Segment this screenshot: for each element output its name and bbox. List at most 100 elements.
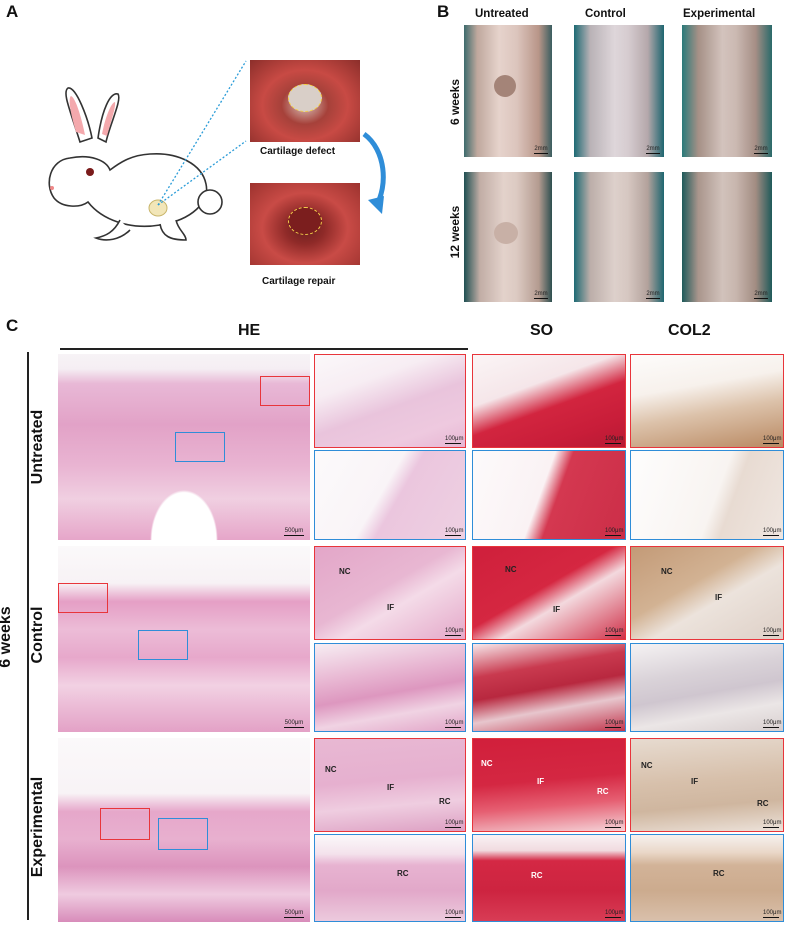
cartilage-repair-photo (250, 183, 360, 265)
label-rc: RC (397, 869, 409, 878)
he-red-untreated: 100μm (314, 354, 466, 448)
label-nc: NC (505, 565, 517, 574)
label-rc: RC (531, 871, 543, 880)
scale-bar: 100μm (763, 628, 781, 637)
scale-bar: 2mm (754, 291, 768, 300)
scale-bar: 100μm (605, 910, 623, 919)
scale-bar: 100μm (605, 436, 623, 445)
he-overview-untreated: 500μm (58, 354, 310, 540)
col2-red-experimental: NC IF RC 100μm (630, 738, 784, 832)
label-nc: NC (661, 567, 673, 576)
connector-lines (157, 60, 247, 206)
col2-blue-control: 100μm (630, 643, 784, 732)
he-overview-control: 500μm (58, 546, 310, 732)
label-nc: NC (325, 765, 337, 774)
b-col-control: Control (585, 8, 626, 20)
scale-bar: 100μm (605, 820, 623, 829)
panel-c-letter: C (6, 316, 19, 335)
label-rc: RC (713, 869, 725, 878)
scale-bar: 2mm (534, 291, 548, 300)
scale-bar: 2mm (646, 291, 660, 300)
header-so: SO (530, 322, 554, 339)
scale-bar: 100μm (763, 720, 781, 729)
b-photo-control-12w: 2mm (574, 172, 664, 302)
scale-bar: 100μm (445, 820, 463, 829)
so-red-control: NC IF 100μm (472, 546, 626, 640)
b-col-untreated: Untreated (475, 8, 529, 20)
col2-red-untreated: 100μm (630, 354, 784, 448)
panel-b-letter: B (437, 2, 450, 21)
scale-bar: 100μm (763, 436, 781, 445)
scale-bar: 100μm (763, 910, 781, 919)
b-col-experimental: Experimental (683, 8, 756, 20)
so-blue-control: 100μm (472, 643, 626, 732)
so-blue-untreated: 100μm (472, 450, 626, 540)
he-red-experimental: NC IF RC 100μm (314, 738, 466, 832)
scale-bar: 100μm (605, 528, 623, 537)
col2-blue-experimental: RC 100μm (630, 834, 784, 922)
c-row-control: Control (29, 606, 46, 664)
b-photo-control-6w: 2mm (574, 25, 664, 157)
label-nc: NC (481, 759, 493, 768)
scale-bar: 100μm (605, 628, 623, 637)
blue-roi-box (138, 630, 188, 660)
so-blue-experimental: RC 100μm (472, 834, 626, 922)
b-photo-experimental-6w: 2mm (682, 25, 772, 157)
scale-bar: 2mm (754, 146, 768, 155)
scale-bar: 500μm (284, 910, 304, 919)
scale-bar: 100μm (763, 820, 781, 829)
red-roi-box (260, 376, 310, 406)
scale-bar: 100μm (445, 910, 463, 919)
panel-a-letter: A (6, 2, 19, 21)
scale-bar: 100μm (763, 528, 781, 537)
label-rc: RC (757, 799, 769, 808)
c-row-untreated: Untreated (29, 409, 46, 485)
scale-bar: 2mm (646, 146, 660, 155)
b-row-12weeks: 12 weeks (448, 205, 462, 259)
scale-bar: 100μm (605, 720, 623, 729)
label-if: IF (715, 593, 723, 602)
scale-bar: 100μm (445, 528, 463, 537)
b-photo-untreated-6w: 2mm (464, 25, 552, 157)
label-if: IF (387, 783, 395, 792)
label-if: IF (387, 603, 395, 612)
label-rc: RC (597, 787, 609, 796)
he-blue-untreated: 100μm (314, 450, 466, 540)
he-overview-experimental: 500μm (58, 738, 310, 922)
col2-blue-untreated: 100μm (630, 450, 784, 540)
b-photo-experimental-12w: 2mm (682, 172, 772, 302)
label-nc: NC (641, 761, 653, 770)
red-roi-box (100, 808, 150, 840)
so-red-untreated: 100μm (472, 354, 626, 448)
scale-bar: 100μm (445, 436, 463, 445)
scale-bar: 2mm (534, 146, 548, 155)
cartilage-defect-photo (250, 60, 360, 142)
timeline-bar (27, 352, 29, 920)
cartilage-repair-label: Cartilage repair (262, 276, 336, 287)
b-photo-untreated-12w: 2mm (464, 172, 552, 302)
cartilage-defect-label: Cartilage defect (260, 146, 336, 157)
blue-roi-box (175, 432, 225, 462)
arrow-icon (362, 131, 386, 214)
so-red-experimental: NC IF RC 100μm (472, 738, 626, 832)
scale-bar: 100μm (445, 720, 463, 729)
label-if: IF (537, 777, 545, 786)
he-blue-control: 100μm (314, 643, 466, 732)
c-row-experimental: Experimental (29, 776, 46, 878)
header-he: HE (238, 322, 261, 339)
header-col2: COL2 (668, 322, 711, 339)
c-timepoint-label: 6 weeks (0, 606, 14, 667)
scale-bar: 500μm (284, 528, 304, 537)
scale-bar: 100μm (445, 628, 463, 637)
blue-roi-box (158, 818, 208, 850)
he-header-rule (60, 348, 468, 350)
b-row-6weeks: 6 weeks (448, 78, 462, 126)
red-roi-box (58, 583, 108, 613)
he-blue-experimental: RC 100μm (314, 834, 466, 922)
rabbit-illustration (48, 87, 223, 241)
label-if: IF (691, 777, 699, 786)
scale-bar: 500μm (284, 720, 304, 729)
label-nc: NC (339, 567, 351, 576)
label-if: IF (553, 605, 561, 614)
col2-red-control: NC IF 100μm (630, 546, 784, 640)
